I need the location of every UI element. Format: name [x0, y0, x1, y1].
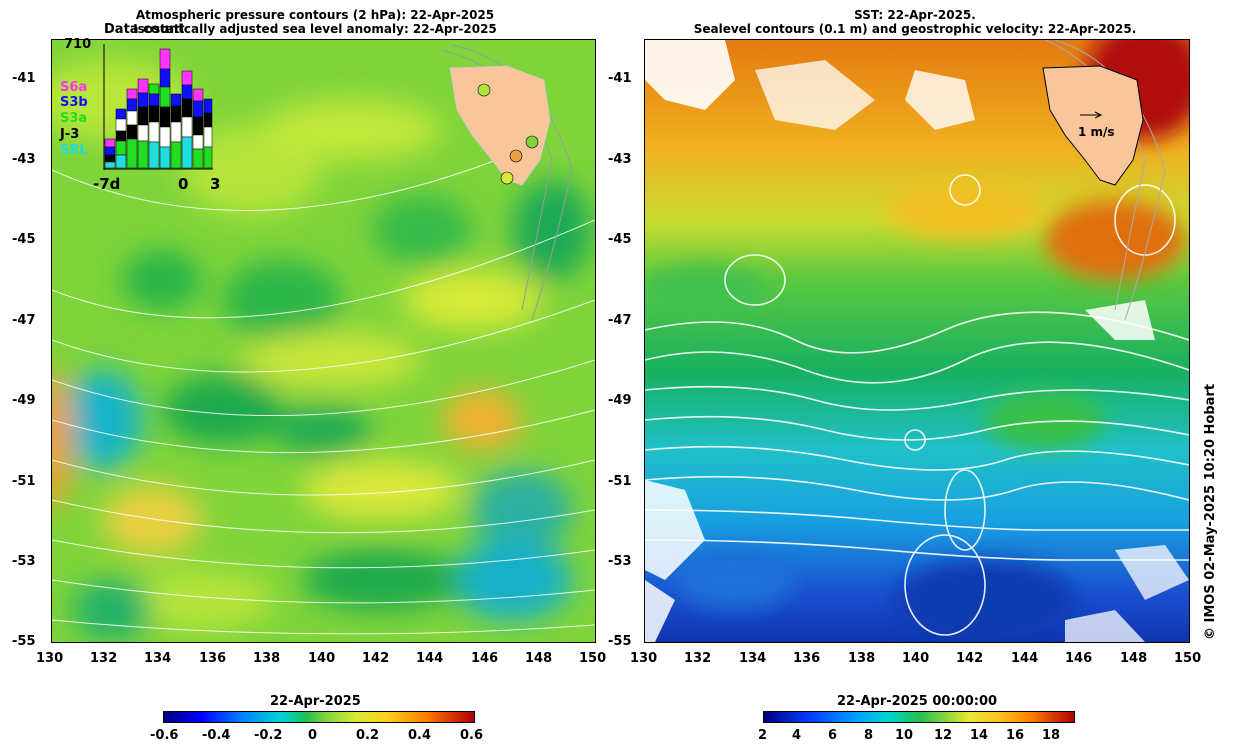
lat-tick: -51: [608, 474, 632, 489]
lon-tick: 148: [525, 651, 553, 666]
sst-cbar-tick: 4: [792, 728, 802, 743]
data-count-label: Data count: [104, 22, 185, 37]
lon-tick: 146: [1065, 651, 1093, 666]
lat-tick: -53: [608, 554, 632, 569]
lat-tick: -53: [12, 554, 36, 569]
lon-tick: 138: [253, 651, 281, 666]
lat-tick: -43: [608, 152, 632, 167]
lat-tick: -49: [12, 393, 36, 408]
sst-colorbar-title: 22-Apr-2025 00:00:00: [837, 694, 998, 709]
lat-tick: -49: [608, 393, 632, 408]
sla-colorbar: [163, 711, 475, 723]
lon-tick: 134: [739, 651, 767, 666]
legend-s3a: S3a: [60, 111, 88, 126]
sst-cbar-tick: 12: [934, 728, 953, 743]
sst-colorbar: [763, 711, 1075, 723]
sst-cbar-tick: 14: [970, 728, 989, 743]
lat-tick: -47: [608, 313, 632, 328]
sla-cbar-tick: 0.6: [460, 728, 484, 743]
lat-tick: -47: [12, 313, 36, 328]
data-count-x-end: 3: [210, 175, 221, 193]
right-title-line1: SST: 22-Apr-2025.: [854, 8, 976, 22]
credit-text: © IMOS 02-May-2025 10:20 Hobart: [1203, 383, 1218, 640]
lon-tick: 132: [90, 651, 118, 666]
left-title-line1: Atmospheric pressure contours (2 hPa): 2…: [135, 8, 495, 22]
legend-s3b: S3b: [60, 95, 88, 110]
sst-cbar-tick: 6: [828, 728, 838, 743]
data-count-x-zero: 0: [178, 175, 189, 193]
legend-srl: SRL: [60, 143, 88, 158]
lon-tick: 136: [199, 651, 227, 666]
lon-tick: 130: [630, 651, 658, 666]
data-count-x-start: -7d: [93, 175, 121, 193]
sla-cbar-tick: -0.2: [254, 728, 283, 743]
lon-tick: 144: [416, 651, 444, 666]
lon-tick: 144: [1011, 651, 1039, 666]
sla-cbar-tick: -0.4: [202, 728, 231, 743]
sla-cbar-tick: 0.2: [356, 728, 380, 743]
sst-cbar-tick: 18: [1042, 728, 1061, 743]
right-title-line2: Sealevel contours (0.1 m) and geostrophi…: [693, 22, 1137, 36]
lat-tick: -51: [12, 474, 36, 489]
sla-colorbar-title: 22-Apr-2025: [270, 694, 361, 709]
sst-cbar-tick: 10: [895, 728, 914, 743]
sst-map: [644, 39, 1190, 643]
sst-cbar-tick: 8: [864, 728, 874, 743]
sst-cbar-tick: 2: [758, 728, 768, 743]
lon-tick: 150: [1174, 651, 1202, 666]
lon-tick: 150: [579, 651, 607, 666]
lat-tick: -41: [12, 71, 36, 86]
lat-tick: -45: [12, 232, 36, 247]
lat-tick: -55: [12, 634, 36, 649]
lon-tick: 132: [684, 651, 712, 666]
sla-cbar-tick: 0: [308, 728, 318, 743]
data-count-max: 710: [64, 37, 92, 52]
lon-tick: 140: [902, 651, 930, 666]
lat-tick: -45: [608, 232, 632, 247]
lon-tick: 134: [144, 651, 172, 666]
lon-tick: 142: [956, 651, 984, 666]
velocity-scale-label: 1 m/s: [1078, 125, 1115, 139]
data-count-chart: [103, 44, 213, 170]
lon-tick: 142: [362, 651, 390, 666]
sst-cbar-tick: 16: [1006, 728, 1025, 743]
lon-tick: 138: [848, 651, 876, 666]
sla-cbar-tick: -0.6: [150, 728, 179, 743]
lat-tick: -55: [608, 634, 632, 649]
left-title-line2: Isostatically adjusted sea level anomaly…: [133, 22, 497, 36]
lon-tick: 146: [471, 651, 499, 666]
lat-tick: -41: [608, 71, 632, 86]
lon-tick: 130: [36, 651, 64, 666]
lon-tick: 136: [793, 651, 821, 666]
legend-s6a: S6a: [60, 80, 88, 95]
lat-tick: -43: [12, 152, 36, 167]
lon-tick: 148: [1120, 651, 1148, 666]
lon-tick: 140: [308, 651, 336, 666]
sla-cbar-tick: 0.4: [408, 728, 432, 743]
legend-j3: J-3: [60, 127, 80, 142]
